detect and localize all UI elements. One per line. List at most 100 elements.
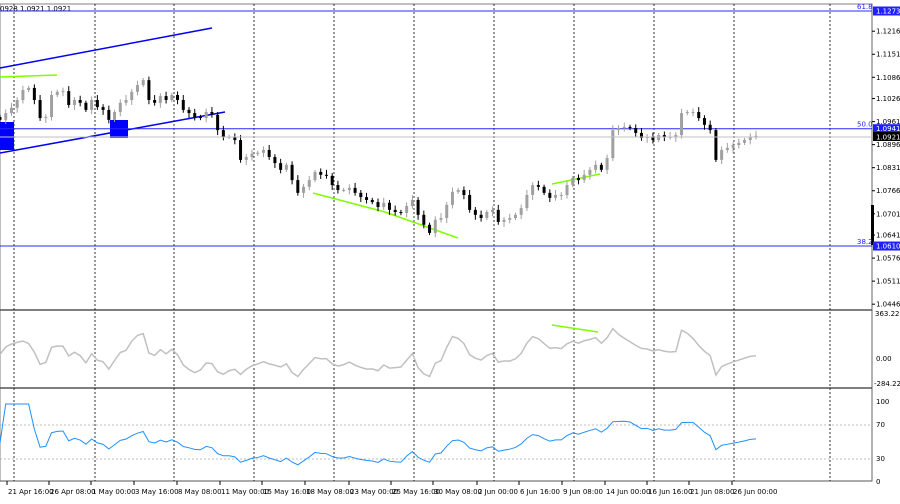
candle-bull [50, 95, 54, 117]
candle-bear [536, 185, 540, 187]
candle-bear [216, 114, 220, 131]
candle-bear [697, 112, 701, 119]
candle-bull [611, 130, 615, 159]
time-tick-label: 8 May 08:00 [178, 488, 222, 496]
fib-level-label: 50.0 [857, 121, 873, 129]
candle-bull [525, 194, 529, 209]
candle-bull [307, 180, 311, 187]
candle-bull [9, 107, 13, 114]
candle-bull [44, 116, 48, 119]
candle-bull [118, 102, 122, 113]
candle-bull [685, 112, 689, 114]
candle-bull [450, 191, 454, 205]
candle-bear [473, 209, 477, 215]
candle-bear [462, 190, 466, 195]
price-tick-label: 1.0576 [876, 255, 900, 263]
candle-bull [4, 113, 8, 120]
candle-bull [72, 99, 76, 105]
candle-bear [651, 136, 655, 141]
candle-bear [639, 132, 643, 138]
divergence-line[interactable] [551, 173, 601, 185]
price-tick-label: 1.1151 [876, 51, 900, 59]
candle-bull [485, 212, 489, 219]
candle-bull [130, 91, 134, 100]
price-tick-label: 1.0446 [876, 301, 900, 309]
candle-bull [244, 157, 248, 160]
cci-axis-zero: 0.00 [876, 355, 892, 363]
candle-bear [548, 192, 552, 198]
candle-bull [141, 80, 145, 86]
candle-bear [468, 194, 472, 210]
current-price-label: 1.0921 [876, 134, 900, 142]
price-tick-label: 1.1026 [876, 95, 900, 103]
candle-bull [158, 96, 162, 103]
candle-bear [273, 157, 277, 164]
candle-bull [605, 158, 609, 170]
candle-bear [422, 214, 426, 225]
price-tick-label: 1.1216 [876, 28, 900, 36]
fib-level-label: 61.8 [857, 3, 873, 11]
candle-bear [387, 202, 391, 210]
candle-bull [261, 149, 265, 153]
candle-bull [342, 190, 346, 192]
candle-bear [319, 171, 323, 175]
candle-bull [754, 135, 758, 137]
candle-bear [267, 149, 271, 158]
candle-bull [582, 174, 586, 181]
candle-bull [302, 186, 306, 193]
time-tick-label: 30 May 08:00 [434, 488, 482, 496]
divergence-line[interactable] [312, 192, 459, 239]
time-tick-label: 18 May 08:00 [306, 488, 354, 496]
candle-bear [399, 212, 403, 214]
candle-bear [370, 199, 374, 203]
candle-bear [164, 96, 168, 100]
candle-bull [445, 204, 449, 219]
rsi-axis: 100 70 30 0 [876, 398, 889, 486]
rsi-indicator [0, 403, 757, 466]
candle-bull [347, 187, 351, 191]
candle-bear [542, 186, 546, 193]
candle-bull [502, 219, 506, 222]
price-tick-label: 1.0641 [876, 232, 900, 240]
candle-bear [479, 214, 483, 219]
candle-bull [124, 99, 128, 103]
candle-bull [691, 112, 695, 114]
fibonacci-levels[interactable]: 61.81.1273 50.01.0941 38.21.0610 [0, 3, 900, 251]
price-tick-label: 1.0961 [876, 118, 900, 126]
time-tick-label: 21 Apr 16:00 [8, 488, 54, 496]
price-tick-label: 1.0766 [876, 187, 900, 195]
candle-bear [330, 175, 334, 186]
time-tick-label: 11 May 00:00 [221, 488, 269, 496]
signal-box[interactable] [0, 122, 14, 150]
time-tick-label: 2 Jun 00:00 [478, 488, 518, 496]
current-price-tag [873, 132, 900, 141]
candle-bull [743, 140, 747, 143]
candle-bull [21, 90, 25, 100]
candle-bear [147, 80, 151, 100]
candle-bull [571, 177, 575, 186]
time-tick-label: 14 Jun 00:00 [606, 488, 650, 496]
time-tick-label: 1 May 00:00 [92, 488, 136, 496]
candle-bull [657, 135, 661, 141]
candle-bull [559, 194, 563, 196]
candle-bear [78, 99, 82, 103]
candle-bull [55, 91, 59, 96]
candle-bear [365, 197, 369, 200]
divergence-line[interactable] [0, 74, 58, 78]
candle-bull [508, 218, 512, 220]
candle-bull [61, 91, 65, 93]
time-tick-label: 26 Jun 00:00 [733, 488, 777, 496]
candle-bear [210, 112, 214, 115]
candle-bull [674, 135, 678, 137]
candle-bull [456, 190, 460, 192]
time-tick-label: 3 May 16:00 [135, 488, 179, 496]
candle-bull [617, 127, 621, 131]
price-axis[interactable]: 1.1216 1.1151 1.1086 1.1026 1.0961 1.0896 1.08… [872, 28, 900, 309]
candle-bear [38, 99, 42, 119]
candle-bull [588, 169, 592, 175]
candle-bear [576, 177, 580, 181]
channel-upper-line[interactable] [0, 27, 213, 69]
cci-divergence-line[interactable] [551, 324, 599, 333]
